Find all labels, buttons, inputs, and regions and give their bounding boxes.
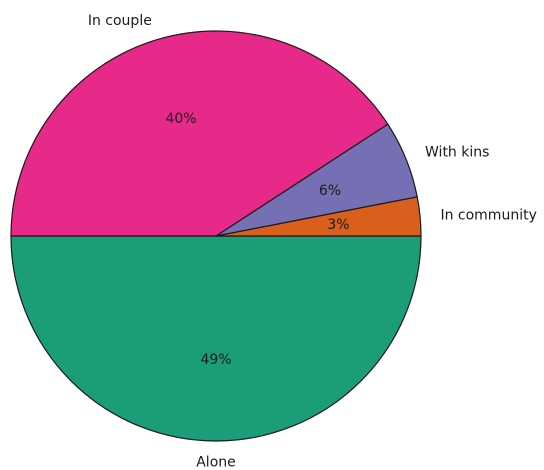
pie-percent-label-with-kins: 6% — [319, 183, 341, 199]
pie-labels: 49% Alone 3% In community 6% With kins 40% In c… — [88, 13, 537, 470]
pie-slice-in-couple — [10, 30, 389, 237]
pie-percent-label-in-couple: 40% — [165, 111, 196, 127]
pie-category-label-with-kins: With kins — [425, 144, 489, 160]
pie-slice-alone — [10, 235, 422, 442]
pie-category-label-alone: Alone — [196, 455, 236, 470]
pie-percent-label-alone: 49% — [200, 352, 231, 368]
pie-percent-label-in-community: 3% — [327, 217, 349, 233]
pie-category-label-in-community: In community — [440, 207, 536, 223]
pie-slices — [10, 30, 422, 442]
pie-category-label-in-couple: In couple — [88, 13, 152, 29]
